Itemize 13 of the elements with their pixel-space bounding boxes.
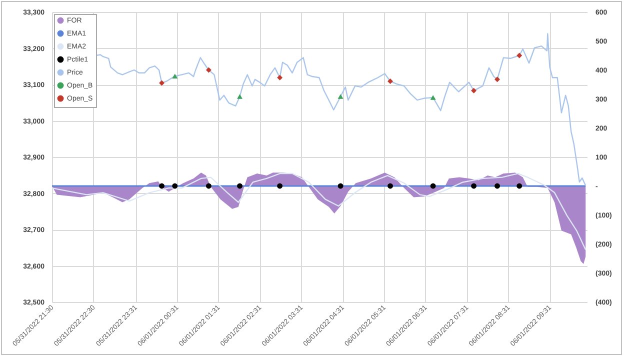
line-series [94, 33, 586, 186]
point [159, 80, 164, 86]
point [430, 95, 436, 100]
point [277, 74, 283, 80]
point [494, 76, 500, 82]
point [516, 52, 522, 58]
point [172, 74, 178, 79]
point [338, 94, 344, 99]
point [388, 78, 393, 84]
point [237, 94, 243, 99]
line-series [51, 172, 586, 250]
point [471, 88, 477, 94]
point [206, 67, 212, 73]
